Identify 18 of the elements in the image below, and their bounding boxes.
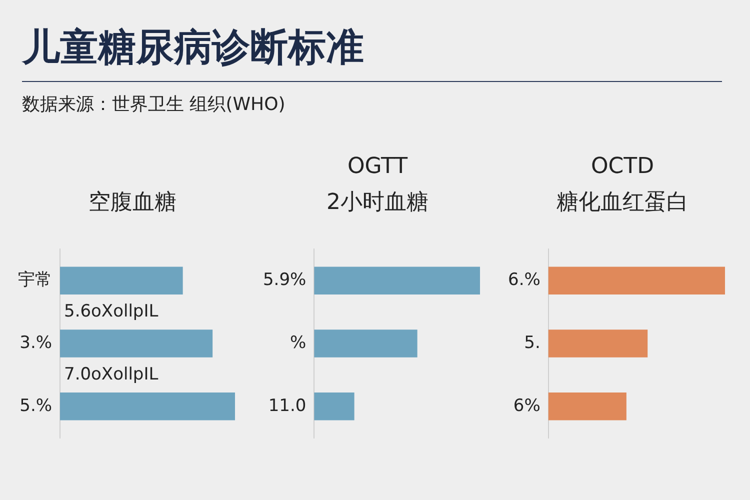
chart-subtitle: 糖化血红蛋白 (556, 189, 688, 217)
y-tick-label: 5.9% (262, 270, 306, 290)
y-tick-label: 6% (513, 396, 540, 416)
chart-title: OGTT (347, 153, 408, 181)
y-tick-label: 5.% (20, 396, 52, 416)
y-tick-label: % (290, 332, 306, 353)
y-tick-label: 11.0 (268, 396, 306, 416)
y-tick-label: 3.% (20, 332, 52, 353)
chart-subtitle: 2小时血糖 (326, 189, 428, 217)
source-note: 数据来源：世界卫生 组织(WHO) (22, 93, 286, 116)
y-tick-label: 6.% (508, 270, 540, 290)
annotation: 7.0oXollpIL (64, 364, 159, 384)
y-tick-label: 5. (524, 332, 540, 353)
y-tick-label: 宇常 (18, 270, 52, 290)
annotation: 5.6oXollpIL (64, 301, 159, 322)
text: 儿童糖尿病诊断标准 (22, 22, 722, 82)
chart-title: OCTD (590, 153, 654, 181)
chart-title: 空腹血糖 (88, 189, 176, 217)
